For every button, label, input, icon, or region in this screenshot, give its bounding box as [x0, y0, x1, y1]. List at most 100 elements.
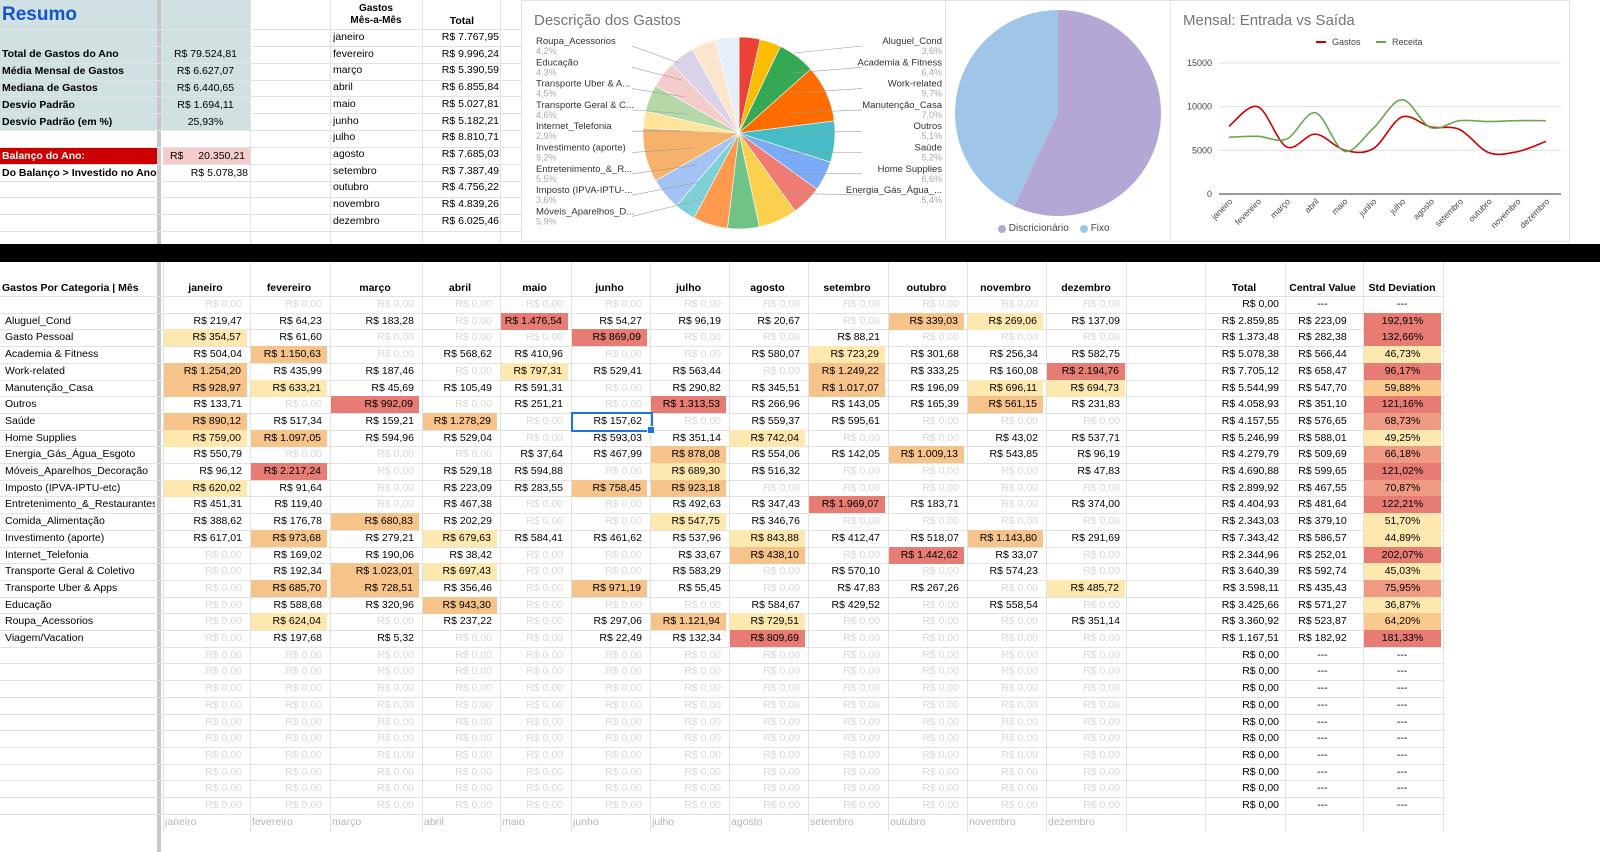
- empty-value-cell[interactable]: R$ 0,00: [763, 799, 800, 811]
- empty-value-cell[interactable]: R$ 0,00: [205, 748, 242, 761]
- total-cell[interactable]: R$ 0,00: [1242, 682, 1279, 695]
- gastos-mes-month[interactable]: novembro: [333, 198, 380, 210]
- empty-value-cell[interactable]: R$ 0,00: [1001, 465, 1038, 477]
- empty-value-cell[interactable]: R$ 0,00: [455, 715, 492, 728]
- empty-value-cell[interactable]: R$ 0,00: [843, 748, 880, 761]
- empty-value-cell[interactable]: R$ 0,00: [1001, 799, 1038, 811]
- empty-value-cell[interactable]: R$ 0,00: [922, 565, 959, 578]
- value-cell[interactable]: R$ 160,08: [989, 364, 1038, 377]
- std-deviation-cell[interactable]: 96,17%: [1364, 362, 1441, 380]
- empty-value-cell[interactable]: R$ 0,00: [763, 364, 800, 377]
- empty-value-cell[interactable]: R$ 0,00: [1001, 765, 1038, 778]
- empty-value-cell[interactable]: R$ 0,00: [205, 632, 242, 644]
- value-cell[interactable]: R$ 550,79: [193, 448, 242, 461]
- empty-value-cell[interactable]: R$ 0,00: [285, 765, 322, 778]
- empty-value-cell[interactable]: R$ 0,00: [1083, 799, 1120, 811]
- value-cell[interactable]: R$ 633,21: [251, 379, 327, 397]
- empty-value-cell[interactable]: R$ 0,00: [377, 348, 414, 361]
- category-name[interactable]: Gasto Pessoal: [5, 331, 74, 344]
- series-line-receita[interactable]: [1228, 98, 1547, 153]
- empty-value-cell[interactable]: R$ 0,00: [455, 799, 492, 811]
- value-cell[interactable]: R$ 1.476,54: [501, 312, 568, 330]
- central-value-cell[interactable]: ---: [1317, 799, 1328, 811]
- value-cell[interactable]: R$ 267,26: [910, 581, 959, 594]
- std-deviation-cell[interactable]: 44,89%: [1364, 529, 1441, 547]
- empty-value-cell[interactable]: R$ 0,00: [205, 715, 242, 728]
- value-cell[interactable]: R$ 20,67: [757, 314, 800, 327]
- empty-value-cell[interactable]: R$ 0,00: [1083, 632, 1120, 644]
- empty-value-cell[interactable]: R$ 0,00: [377, 765, 414, 778]
- value-cell[interactable]: R$ 943,30: [423, 596, 497, 614]
- empty-value-cell[interactable]: R$ 0,00: [922, 799, 959, 811]
- value-cell[interactable]: R$ 33,07: [995, 548, 1038, 561]
- total-cell[interactable]: R$ 0,00: [1242, 799, 1279, 811]
- value-cell[interactable]: R$ 1.249,22: [809, 362, 885, 380]
- value-cell[interactable]: R$ 518,07: [910, 531, 959, 544]
- empty-value-cell[interactable]: R$ 0,00: [684, 648, 721, 661]
- value-cell[interactable]: R$ 354,57: [164, 329, 247, 347]
- total-cell[interactable]: R$ 0,00: [1242, 648, 1279, 661]
- central-value-cell[interactable]: R$ 182,92: [1298, 632, 1347, 644]
- value-cell[interactable]: R$ 64,23: [279, 314, 322, 327]
- value-cell[interactable]: R$ 558,54: [989, 598, 1038, 611]
- value-cell[interactable]: R$ 593,03: [593, 431, 642, 444]
- value-cell[interactable]: R$ 561,15: [968, 396, 1043, 414]
- empty-value-cell[interactable]: R$ 0,00: [377, 782, 414, 795]
- empty-value-cell[interactable]: R$ 0,00: [605, 565, 642, 578]
- empty-value-cell[interactable]: R$ 0,00: [285, 698, 322, 711]
- category-name[interactable]: Educação: [5, 598, 52, 611]
- value-cell[interactable]: R$ 196,09: [910, 381, 959, 394]
- std-deviation-cell[interactable]: ---: [1396, 648, 1408, 661]
- std-deviation-cell[interactable]: 192,91%: [1364, 312, 1441, 330]
- category-name[interactable]: Móveis_Aparelhos_Decoração: [5, 465, 148, 477]
- investido-value[interactable]: R$ 5.078,38: [190, 167, 248, 179]
- empty-value-cell[interactable]: R$ 0,00: [455, 765, 492, 778]
- total-cell[interactable]: R$ 7.343,42: [1221, 531, 1279, 544]
- empty-value-cell[interactable]: R$ 0,00: [922, 515, 959, 528]
- empty-value-cell[interactable]: R$ 0,00: [455, 682, 492, 695]
- gastos-mes-total[interactable]: R$ 9.996,24: [441, 47, 499, 60]
- value-cell[interactable]: R$ 563,44: [672, 364, 721, 377]
- empty-value-cell[interactable]: R$ 0,00: [455, 665, 492, 678]
- value-cell[interactable]: R$ 1.017,07: [809, 379, 885, 397]
- category-name[interactable]: Transporte Uber & Apps: [5, 581, 118, 594]
- value-cell[interactable]: R$ 169,02: [273, 548, 322, 561]
- central-value-cell[interactable]: R$ 523,87: [1298, 615, 1347, 628]
- empty-value-cell[interactable]: R$ 0,00: [526, 548, 563, 561]
- empty-value-cell[interactable]: R$ 0,00: [843, 648, 880, 661]
- empty-value-cell[interactable]: R$ 0,00: [526, 431, 563, 444]
- value-cell[interactable]: R$ 758,45: [572, 479, 647, 497]
- std-deviation-cell[interactable]: 121,02%: [1364, 463, 1441, 480]
- empty-value-cell[interactable]: R$ 0,00: [455, 698, 492, 711]
- empty-value-cell[interactable]: R$ 0,00: [922, 431, 959, 444]
- empty-value-cell[interactable]: R$ 0,00: [377, 665, 414, 678]
- empty-value-cell[interactable]: R$ 0,00: [763, 648, 800, 661]
- empty-value-cell[interactable]: R$ 0,00: [922, 414, 959, 427]
- value-cell[interactable]: R$ 33,67: [678, 548, 721, 561]
- value-cell[interactable]: R$ 38,42: [449, 548, 492, 561]
- resumo-stat-value[interactable]: R$ 79.524,81: [173, 48, 238, 60]
- empty-value-cell[interactable]: R$ 0,00: [1001, 782, 1038, 795]
- value-cell[interactable]: R$ 1.313,53: [651, 396, 726, 414]
- value-cell[interactable]: R$ 438,10: [730, 546, 805, 564]
- value-cell[interactable]: R$ 591,31: [514, 381, 563, 394]
- total-cell[interactable]: R$ 0,00: [1242, 782, 1279, 795]
- empty-value-cell[interactable]: R$ 0,00: [843, 515, 880, 528]
- empty-value-cell[interactable]: R$ 0,00: [684, 782, 721, 795]
- value-cell[interactable]: R$ 55,45: [678, 581, 721, 594]
- central-value-cell[interactable]: R$ 566,44: [1298, 348, 1347, 361]
- empty-value-cell[interactable]: R$ 0,00: [285, 448, 322, 461]
- empty-value-cell[interactable]: R$ 0,00: [455, 314, 492, 327]
- value-cell[interactable]: R$ 237,22: [443, 615, 492, 628]
- empty-value-cell[interactable]: R$ 0,00: [605, 782, 642, 795]
- gastos-mes-total[interactable]: R$ 6.855,84: [441, 81, 499, 94]
- value-cell[interactable]: R$ 202,29: [443, 515, 492, 528]
- empty-value-cell[interactable]: R$ 0,00: [843, 698, 880, 711]
- std-deviation-cell[interactable]: 202,07%: [1364, 546, 1441, 564]
- empty-value-cell[interactable]: R$ 0,00: [455, 748, 492, 761]
- fill-handle[interactable]: [647, 426, 655, 434]
- empty-value-cell[interactable]: R$ 0,00: [605, 698, 642, 711]
- empty-value-cell[interactable]: R$ 0,00: [455, 782, 492, 795]
- value-cell[interactable]: R$ 617,01: [193, 531, 242, 544]
- empty-value-cell[interactable]: R$ 0,00: [1083, 598, 1120, 611]
